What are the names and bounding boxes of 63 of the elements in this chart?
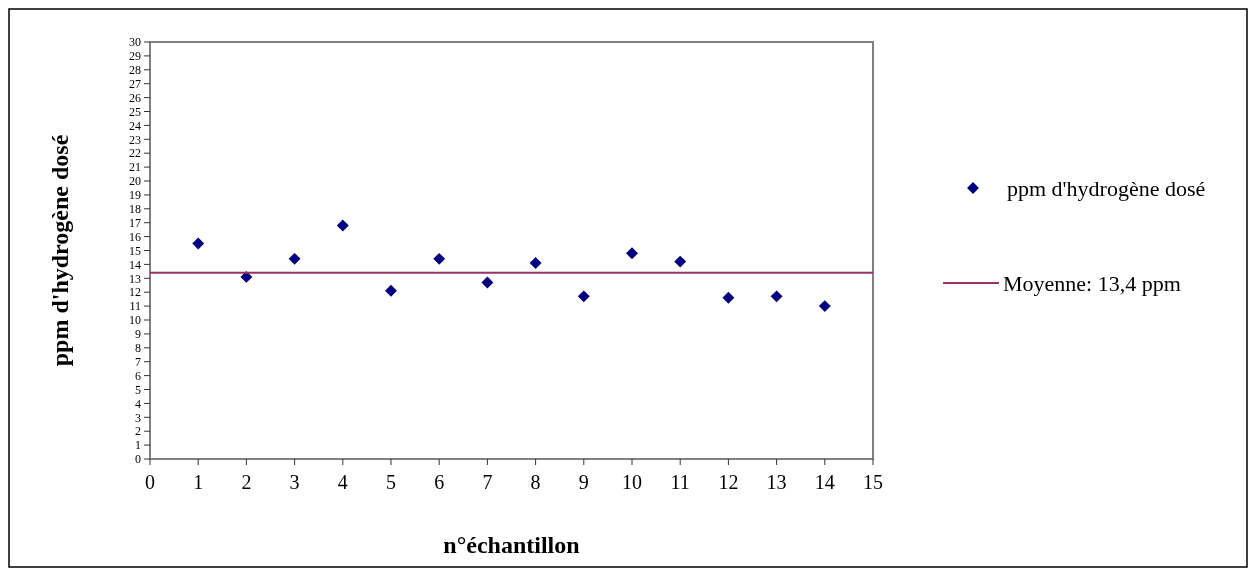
y-tick-label: 20 — [129, 174, 141, 189]
point — [674, 255, 687, 268]
y-tick-label: 5 — [135, 382, 141, 397]
point — [818, 300, 831, 313]
point — [529, 257, 542, 269]
x-tick-label: 5 — [386, 471, 396, 493]
y-tick-label: 30 — [129, 35, 141, 50]
y-tick-label: 13 — [129, 271, 141, 286]
y-tick-label: 12 — [129, 285, 141, 300]
y-tick-label: 14 — [129, 257, 141, 272]
point — [336, 219, 349, 232]
y-tick-label: 22 — [129, 146, 141, 161]
y-tick-label: 24 — [129, 118, 141, 133]
x-tick-label: 15 — [863, 471, 883, 493]
y-tick-label: 29 — [129, 49, 141, 64]
point — [722, 291, 735, 304]
point — [577, 290, 590, 303]
y-tick-label: 4 — [135, 396, 141, 411]
y-tick-label: 2 — [135, 424, 141, 439]
point — [770, 290, 783, 303]
y-tick-label: 27 — [129, 76, 141, 91]
y-tick-label: 19 — [129, 188, 141, 203]
y-tick-label: 11 — [129, 299, 141, 314]
y-tick-label: 6 — [135, 368, 141, 383]
x-tick-label: 9 — [578, 471, 589, 493]
point — [433, 252, 446, 265]
x-tick-label: 6 — [434, 471, 445, 493]
legend-label: ppm d'hydrogène dosé — [1007, 175, 1206, 201]
x-tick-label: 11 — [670, 471, 690, 493]
y-tick-label: 28 — [129, 63, 141, 77]
x-axis-title: n°échantillon — [443, 532, 580, 558]
point — [192, 237, 205, 250]
x-tick-label: 13 — [766, 471, 787, 493]
x-tick-label: 2 — [241, 471, 252, 493]
y-tick-label: 3 — [135, 410, 141, 425]
y-tick-label: 25 — [129, 104, 141, 119]
y-axis-title: ppm d'hydrogène dosé — [47, 134, 73, 367]
y-tick-label: 17 — [129, 215, 141, 230]
x-tick-label: 8 — [530, 471, 541, 493]
legend-label: Moyenne: 13,4 ppm — [1003, 270, 1181, 296]
y-tick-label: 21 — [129, 160, 141, 175]
y-tick-label: 1 — [135, 438, 141, 453]
x-tick-label: 14 — [814, 471, 835, 493]
x-tick-label: 12 — [718, 471, 739, 493]
x-tick-label: 3 — [289, 471, 300, 493]
point — [288, 252, 301, 265]
y-tick-label: 9 — [135, 327, 141, 342]
y-tick-label: 15 — [129, 243, 141, 258]
x-tick-label: 7 — [482, 471, 493, 493]
y-tick-label: 23 — [129, 132, 141, 147]
x-tick-label: 4 — [337, 471, 348, 493]
y-tick-label: 10 — [129, 313, 141, 328]
y-tick-label: 16 — [129, 229, 141, 244]
y-tick-label: 0 — [135, 452, 141, 467]
point — [385, 284, 397, 297]
y-tick-label: 7 — [135, 354, 141, 369]
y-tick-label: 8 — [135, 341, 141, 355]
y-tick-label: 18 — [129, 202, 141, 216]
x-tick-label: 1 — [193, 471, 204, 493]
y-tick-label: 26 — [129, 90, 141, 105]
point — [626, 247, 638, 260]
point — [481, 276, 494, 289]
x-tick-label: 10 — [622, 471, 642, 493]
